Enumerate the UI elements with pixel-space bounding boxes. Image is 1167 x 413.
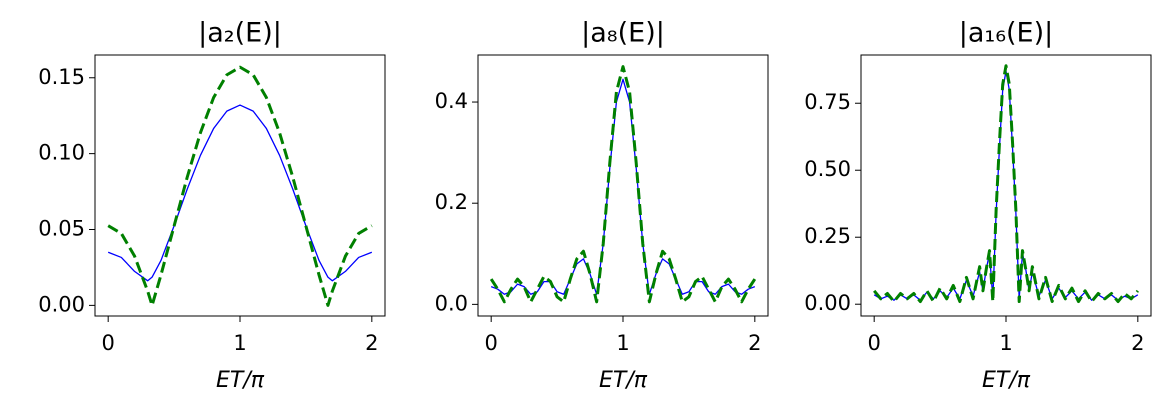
series-line xyxy=(107,104,373,282)
y-tick-label: 0.05 xyxy=(38,217,85,241)
series-line xyxy=(873,70,1139,301)
x-axis-label: ET/π xyxy=(982,368,1031,393)
x-tick-label: 1 xyxy=(999,331,1012,355)
series-line xyxy=(107,65,373,307)
subplot-title: |a₁₆(E)| xyxy=(959,18,1054,49)
x-tick-label: 2 xyxy=(365,331,378,355)
x-tick-label: 1 xyxy=(233,331,246,355)
x-axis-label: ET/π xyxy=(216,368,265,393)
x-tick-label: 2 xyxy=(1131,331,1144,355)
y-tick-label: 0.25 xyxy=(804,224,851,248)
x-tick-label: 2 xyxy=(748,331,761,355)
axes-frame xyxy=(477,54,769,317)
subplot-title: |a₂(E)| xyxy=(198,18,282,49)
x-axis-label: ET/π xyxy=(599,368,648,393)
y-tick-label: 0.0 xyxy=(435,291,468,315)
x-tick-label: 0 xyxy=(484,331,497,355)
series-line xyxy=(490,78,756,295)
series-line xyxy=(489,65,757,304)
series-line xyxy=(873,64,1139,304)
axes-frame xyxy=(860,54,1152,317)
x-tick-label: 0 xyxy=(867,331,880,355)
y-tick-label: 0.2 xyxy=(435,190,468,214)
y-tick-label: 0.4 xyxy=(435,89,468,113)
y-tick-label: 0.15 xyxy=(38,65,85,89)
y-tick-label: 0.50 xyxy=(804,157,851,181)
y-tick-label: 0.00 xyxy=(804,291,851,315)
y-tick-label: 0.00 xyxy=(38,292,85,316)
y-tick-label: 0.10 xyxy=(38,141,85,165)
y-tick-label: 0.75 xyxy=(804,90,851,114)
axes-frame xyxy=(94,54,386,317)
subplot-title: |a₈(E)| xyxy=(581,18,665,49)
x-tick-label: 0 xyxy=(101,331,114,355)
x-tick-label: 1 xyxy=(616,331,629,355)
